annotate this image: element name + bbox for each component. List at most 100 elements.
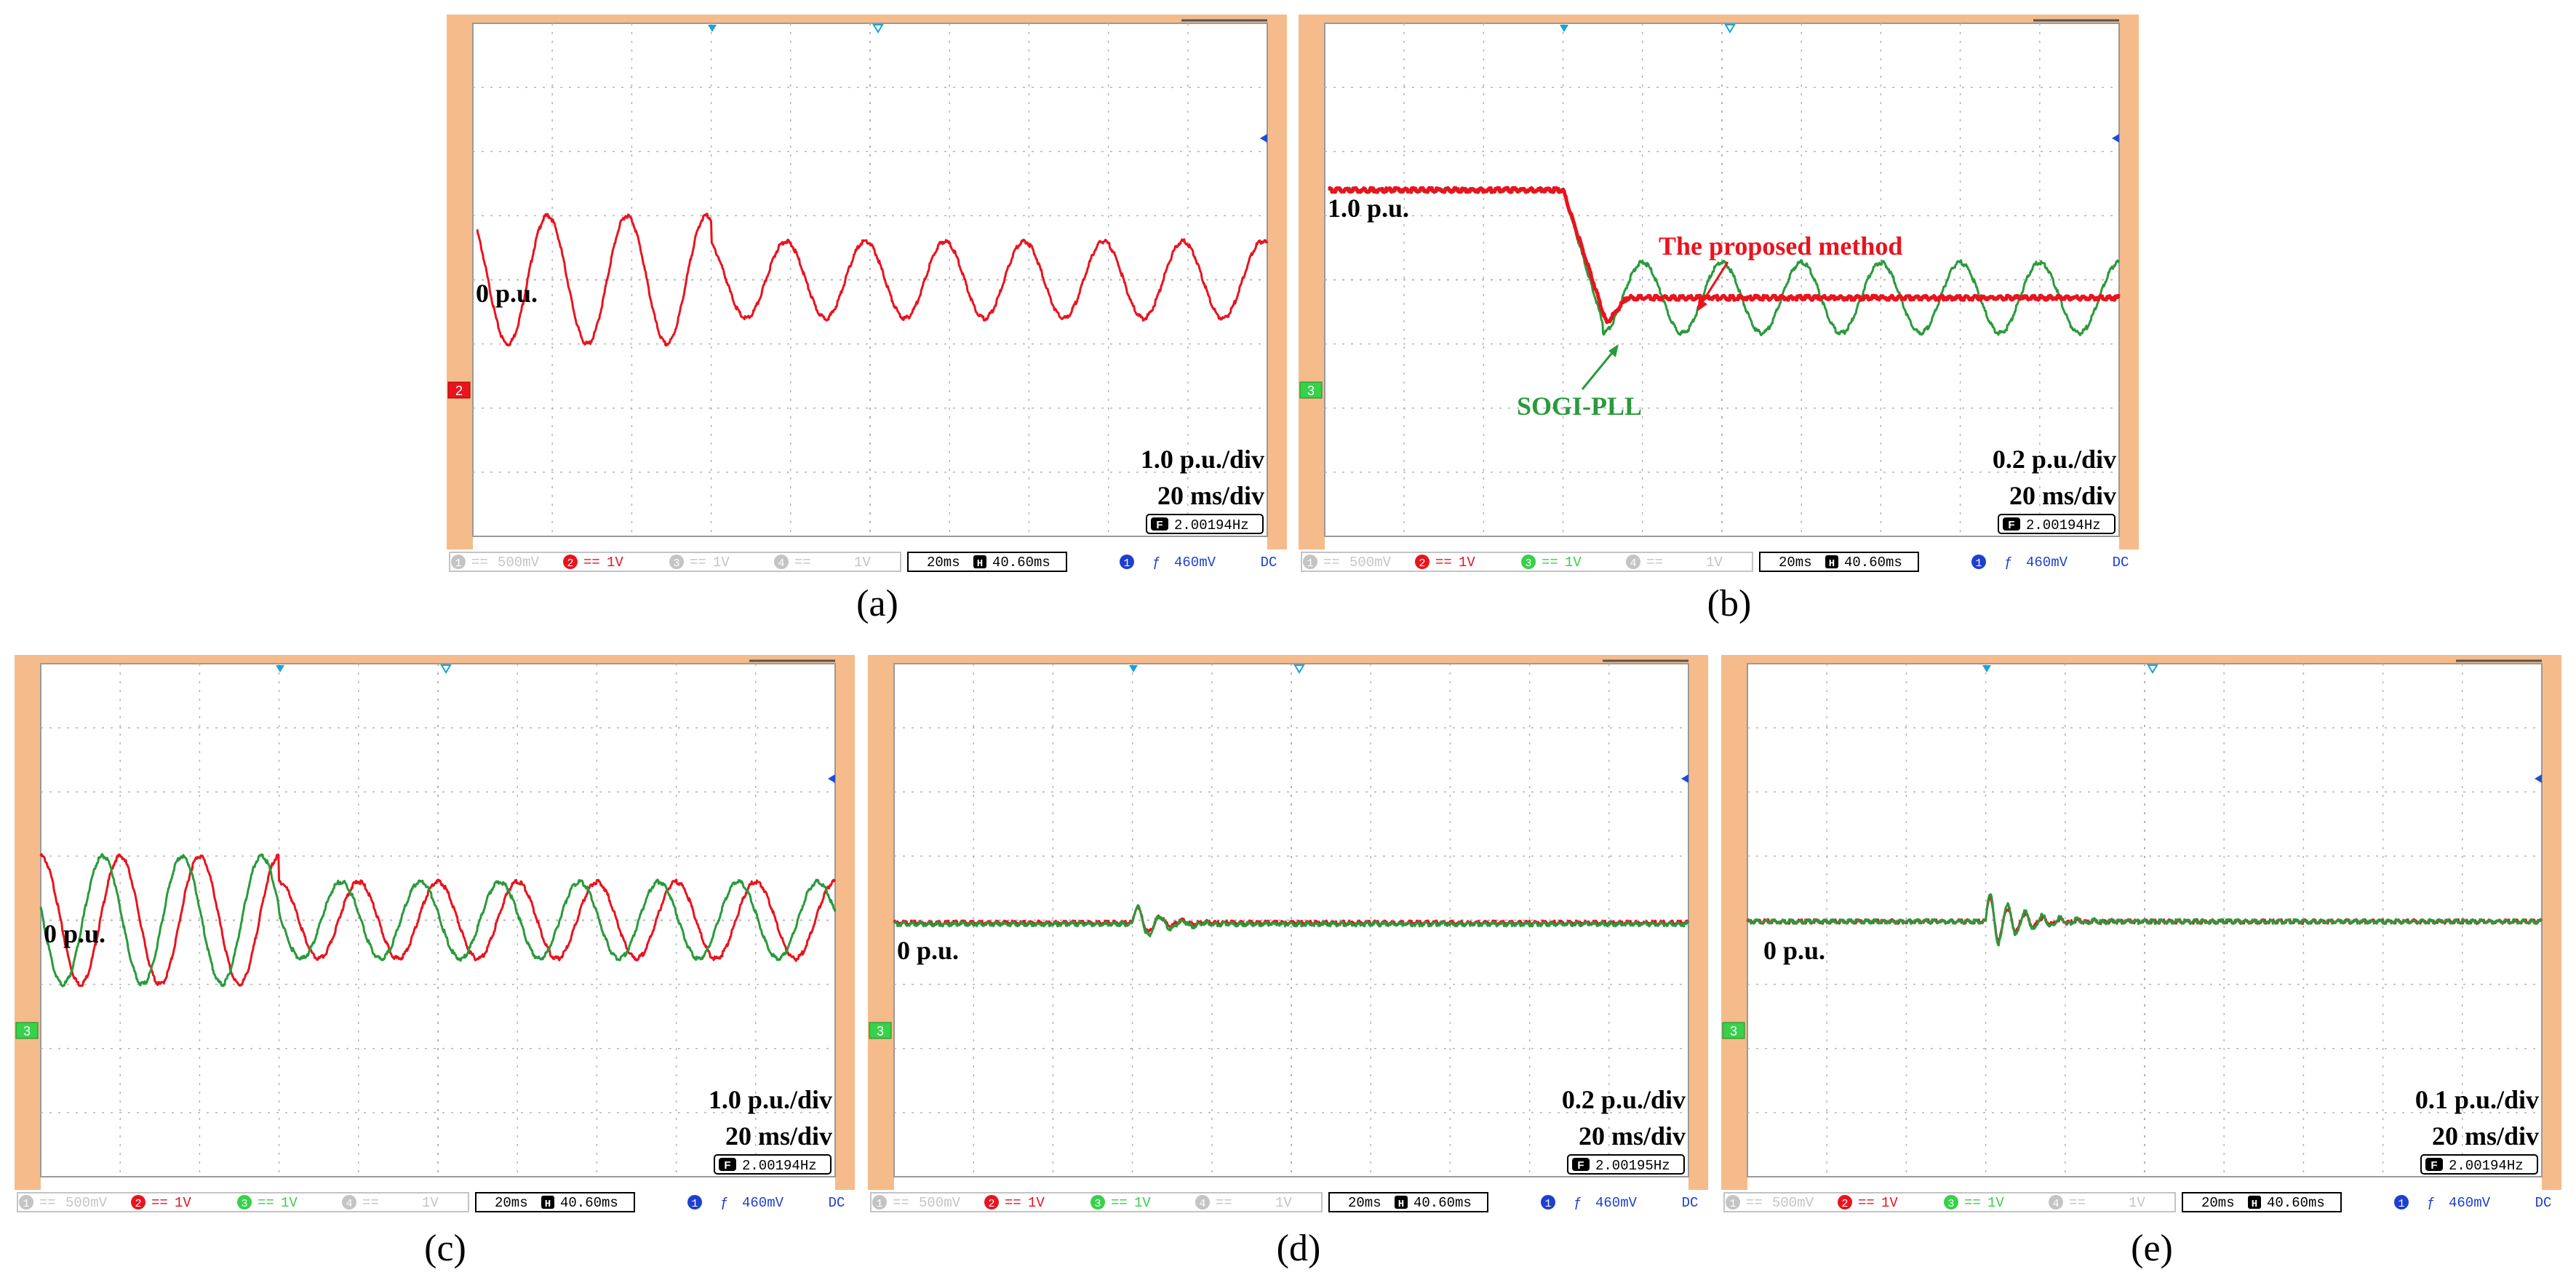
scope-panel-a: 2 0 p.u. 1.0 p.u./div 20 ms/div F 2.0019… [447, 15, 1287, 575]
ch4-number: 4 [2052, 1198, 2059, 1210]
channel-marker-label: 2 [455, 384, 463, 398]
scope-panel-c: 3 0 p.u. 1.0 p.u./div 20 ms/div F 2.0019… [15, 655, 855, 1215]
channel-marker: 3 [1722, 1022, 1745, 1039]
ch2-number: 2 [988, 1198, 994, 1210]
svg-text:==: == [1964, 1195, 1981, 1211]
center-marker [872, 24, 884, 33]
ch3-scale: 1V [281, 1195, 298, 1211]
annotation-proposed-method: The proposed method [1659, 231, 1902, 261]
svg-text:==: == [1005, 1195, 1021, 1211]
time-label: 20 ms/div [1579, 1121, 1686, 1151]
level-label: 1.0 p.u. [1328, 194, 1409, 223]
ch1-scale: 500mV [498, 555, 540, 571]
svg-text:==: == [690, 555, 706, 571]
ch1-number: 1 [1729, 1198, 1736, 1210]
ch4-number: 4 [1199, 1198, 1205, 1210]
ch1-number: 1 [455, 557, 461, 570]
frequency-readout: F 2.00194Hz [2420, 1154, 2538, 1175]
ch2-number: 2 [1419, 557, 1425, 570]
cursor-markers [1982, 664, 2542, 783]
annotation-sogi-pll: SOGI-PLL [1517, 392, 1642, 421]
channel-marker-label: 3 [1307, 384, 1315, 398]
ch3-number: 3 [1525, 557, 1531, 570]
scale-label: 0.2 p.u./div [1562, 1085, 1686, 1114]
ch3-number: 3 [241, 1198, 247, 1210]
ch2-scale: 1V [1881, 1195, 1898, 1211]
grid [473, 23, 1267, 536]
caption-e: (e) [2131, 1228, 2173, 1269]
h-position: 40.60ms [992, 555, 1050, 571]
scope-frame [447, 15, 1287, 575]
trigger-position-marker [1982, 665, 1991, 672]
scope-panel-d: 3 0 p.u. 0.2 p.u./div 20 ms/div F 2.0019… [868, 655, 1708, 1215]
ch2-scale: 1V [175, 1195, 191, 1211]
cursor-markers [708, 24, 1267, 143]
scope-panel-b: 3 1.0 p.u. The proposed method SOGI-PLL … [1299, 15, 2139, 575]
trigger-position-marker [1129, 665, 1138, 672]
top-bezel [41, 655, 835, 664]
h-position: 40.60ms [1413, 1195, 1472, 1211]
timebase: 20ms [1348, 1195, 1381, 1211]
traces [39, 853, 837, 988]
trigger-level-marker [828, 774, 835, 783]
svg-text:==: == [471, 555, 488, 571]
trigger-level: 460mV [2449, 1195, 2491, 1211]
frequency-value: 2.00194Hz [1174, 517, 1249, 533]
traces [1327, 186, 2121, 337]
scope-panel-e: 3 0 p.u. 0.1 p.u./div 20 ms/div F 2.0019… [1721, 655, 2561, 1215]
time-label: 20 ms/div [2009, 481, 2116, 510]
status-bar: 1 == 500mV 2 == 1V 3 == 1V 4 == 1V 20ms … [868, 1190, 1708, 1215]
top-bezel [1747, 655, 2542, 664]
ch2-scale: 1V [607, 555, 623, 571]
timebase: 20ms [495, 1195, 528, 1211]
svg-text:==: == [1435, 555, 1452, 571]
ch3-number: 3 [1094, 1198, 1101, 1210]
h-icon: H [977, 558, 983, 570]
ch1-scale: 500mV [1349, 555, 1392, 571]
grid [1325, 23, 2119, 536]
coupling: DC [2535, 1195, 2552, 1211]
svg-text:==: == [893, 1195, 909, 1211]
f-icon: F [724, 1159, 730, 1172]
h-position: 40.60ms [2267, 1195, 2325, 1211]
svg-text:==: == [1111, 1195, 1128, 1211]
left-bezel [868, 655, 894, 1208]
time-label: 20 ms/div [2432, 1121, 2539, 1151]
ch3-scale: 1V [1987, 1195, 2004, 1211]
right-bezel [1688, 655, 1708, 1208]
ch4-number: 4 [778, 557, 784, 570]
left-bezel [1299, 15, 1325, 568]
trigger-position-marker [1560, 25, 1568, 32]
h-icon: H [2252, 1199, 2257, 1210]
trigger-slope: ƒ [2427, 1195, 2435, 1211]
frequency-readout: F 2.00194Hz [1998, 514, 2116, 534]
svg-text:==: == [794, 555, 811, 571]
trigger-channel-number: 1 [1975, 557, 1982, 570]
caption-d: (d) [1276, 1228, 1321, 1269]
ch2-scale: 1V [1028, 1195, 1045, 1211]
h-position: 40.60ms [1844, 555, 1902, 571]
trigger-slope: ƒ [2004, 555, 2012, 571]
frequency-value: 2.00194Hz [2449, 1158, 2524, 1174]
f-icon: F [2431, 1159, 2437, 1172]
svg-text:==: == [362, 1195, 379, 1211]
ch4-scale: 1V [422, 1195, 439, 1211]
scale-label: 1.0 p.u./div [709, 1085, 832, 1114]
svg-text:==: == [1216, 1195, 1232, 1211]
ch3-scale: 1V [1134, 1195, 1151, 1211]
svg-text:==: == [1746, 1195, 1763, 1211]
coupling: DC [2113, 555, 2129, 571]
right-bezel [835, 655, 855, 1208]
trigger-level-marker [1681, 774, 1688, 783]
zero-label: 0 p.u. [476, 279, 538, 308]
ch2-number: 2 [567, 557, 573, 570]
center-marker [1293, 664, 1305, 674]
svg-text:==: == [2069, 1195, 2086, 1211]
timebase: 20ms [1779, 555, 1812, 571]
trigger-level-marker [2535, 774, 2542, 783]
top-bezel [1325, 15, 2119, 23]
svg-text:==: == [151, 1195, 168, 1211]
channel-marker: 3 [15, 1022, 39, 1039]
frequency-readout: F 2.00194Hz [714, 1154, 832, 1175]
scale-label: 0.2 p.u./div [1993, 445, 2116, 474]
